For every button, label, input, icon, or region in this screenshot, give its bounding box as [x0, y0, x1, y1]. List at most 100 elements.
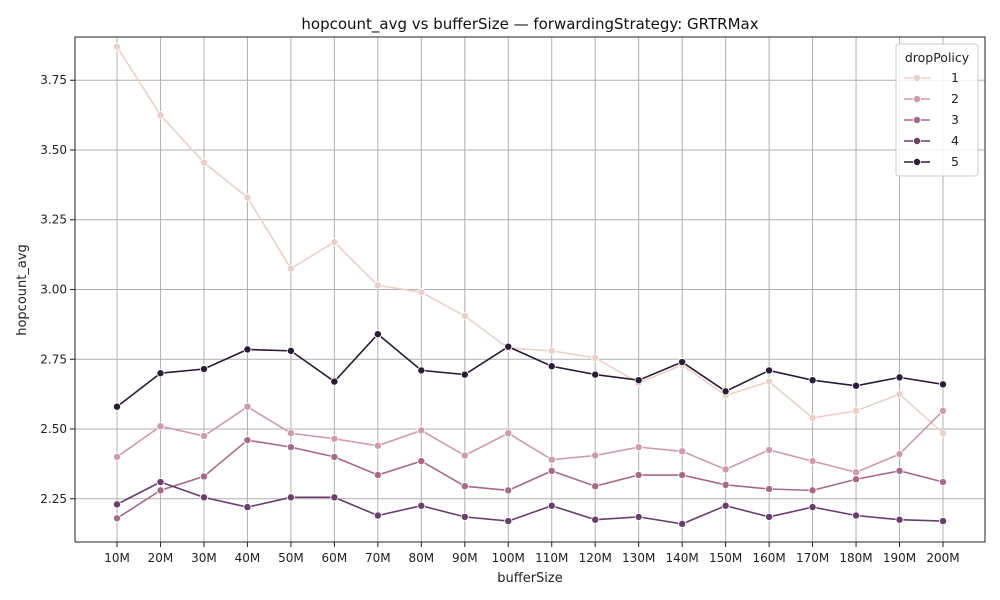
data-point: [678, 519, 687, 528]
data-point: [765, 377, 774, 386]
data-point: [243, 436, 252, 445]
data-point: [591, 353, 600, 362]
legend-label: 1: [951, 70, 959, 85]
data-point: [765, 484, 774, 493]
x-tick-label: 180M: [839, 551, 872, 565]
legend-item: 2: [904, 91, 959, 106]
data-point: [808, 503, 817, 512]
x-tick-label: 140M: [666, 551, 699, 565]
data-point: [852, 406, 861, 415]
data-point: [808, 376, 817, 385]
x-tick-label: 40M: [235, 551, 261, 565]
legend-item: 3: [904, 112, 959, 127]
data-point: [373, 281, 382, 290]
data-point: [243, 193, 252, 202]
data-point: [373, 441, 382, 450]
data-point: [721, 501, 730, 510]
data-point: [417, 426, 426, 435]
series: [113, 42, 948, 528]
series-line: [116, 439, 944, 519]
data-point: [460, 482, 469, 491]
x-axis-label: bufferSize: [497, 571, 562, 586]
legend-swatch-marker: [913, 95, 922, 104]
data-point: [765, 366, 774, 375]
legend-swatch-marker: [913, 157, 922, 166]
legend-item: 1: [904, 70, 959, 85]
data-point: [417, 366, 426, 375]
legend-label: 5: [951, 154, 959, 169]
data-point: [852, 511, 861, 520]
y-tick-label: 2.25: [40, 492, 67, 506]
data-point: [460, 512, 469, 521]
ticks: 10M 20M 30M 40M 50M 60M 70M 80M 90M 100M 110M 120M 1…: [40, 73, 959, 565]
data-point: [591, 451, 600, 460]
data-point: [199, 493, 208, 502]
data-point: [199, 431, 208, 440]
x-tick-label: 90M: [452, 551, 478, 565]
data-point: [243, 402, 252, 411]
legend: dropPolicy 1 2 3 4 5: [895, 43, 979, 177]
x-tick-label: 200M: [926, 551, 959, 565]
data-point: [765, 445, 774, 454]
data-point: [243, 345, 252, 354]
data-point: [808, 457, 817, 466]
data-point: [330, 452, 339, 461]
data-point: [808, 413, 817, 422]
data-point: [591, 515, 600, 524]
data-point: [460, 312, 469, 321]
data-point: [895, 466, 904, 475]
data-point: [547, 362, 556, 371]
x-tick-label: 30M: [191, 551, 217, 565]
data-point: [678, 471, 687, 480]
data-point: [330, 377, 339, 386]
data-point: [852, 468, 861, 477]
data-point: [678, 358, 687, 367]
data-point: [199, 472, 208, 481]
y-tick-label: 2.50: [40, 422, 67, 436]
data-point: [417, 457, 426, 466]
legend-label: 3: [951, 112, 959, 127]
data-point: [113, 42, 122, 51]
x-tick-label: 100M: [492, 551, 525, 565]
data-point: [547, 501, 556, 510]
data-point: [895, 515, 904, 524]
data-point: [939, 429, 948, 438]
legend-swatch-marker: [913, 136, 922, 145]
data-point: [330, 493, 339, 502]
data-point: [156, 111, 165, 120]
data-point: [504, 486, 513, 495]
data-point: [286, 264, 295, 273]
series-3: [113, 436, 948, 523]
data-point: [460, 451, 469, 460]
data-point: [373, 330, 382, 339]
legend-title: dropPolicy: [905, 50, 970, 65]
x-tick-label: 120M: [579, 551, 612, 565]
data-point: [939, 406, 948, 415]
data-point: [765, 512, 774, 521]
x-tick-label: 150M: [709, 551, 742, 565]
data-point: [504, 517, 513, 526]
data-point: [113, 514, 122, 523]
series-line: [116, 333, 944, 408]
y-axis-label: hopcount_avg: [15, 244, 30, 336]
data-point: [895, 373, 904, 382]
data-point: [939, 380, 948, 389]
data-point: [547, 455, 556, 464]
legend-item: 4: [904, 133, 959, 148]
data-point: [721, 465, 730, 474]
series-line: [116, 405, 944, 474]
x-tick-label: 70M: [365, 551, 391, 565]
data-point: [330, 434, 339, 443]
data-point: [634, 376, 643, 385]
chart-title: hopcount_avg vs bufferSize — forwardingS…: [301, 15, 758, 34]
data-point: [852, 475, 861, 484]
series-2: [113, 402, 948, 477]
y-tick-label: 3.25: [40, 213, 67, 227]
data-point: [286, 429, 295, 438]
series-5: [113, 330, 948, 411]
data-point: [156, 369, 165, 378]
legend-label: 2: [951, 91, 959, 106]
x-tick-label: 160M: [752, 551, 785, 565]
data-point: [721, 480, 730, 489]
data-point: [547, 466, 556, 475]
